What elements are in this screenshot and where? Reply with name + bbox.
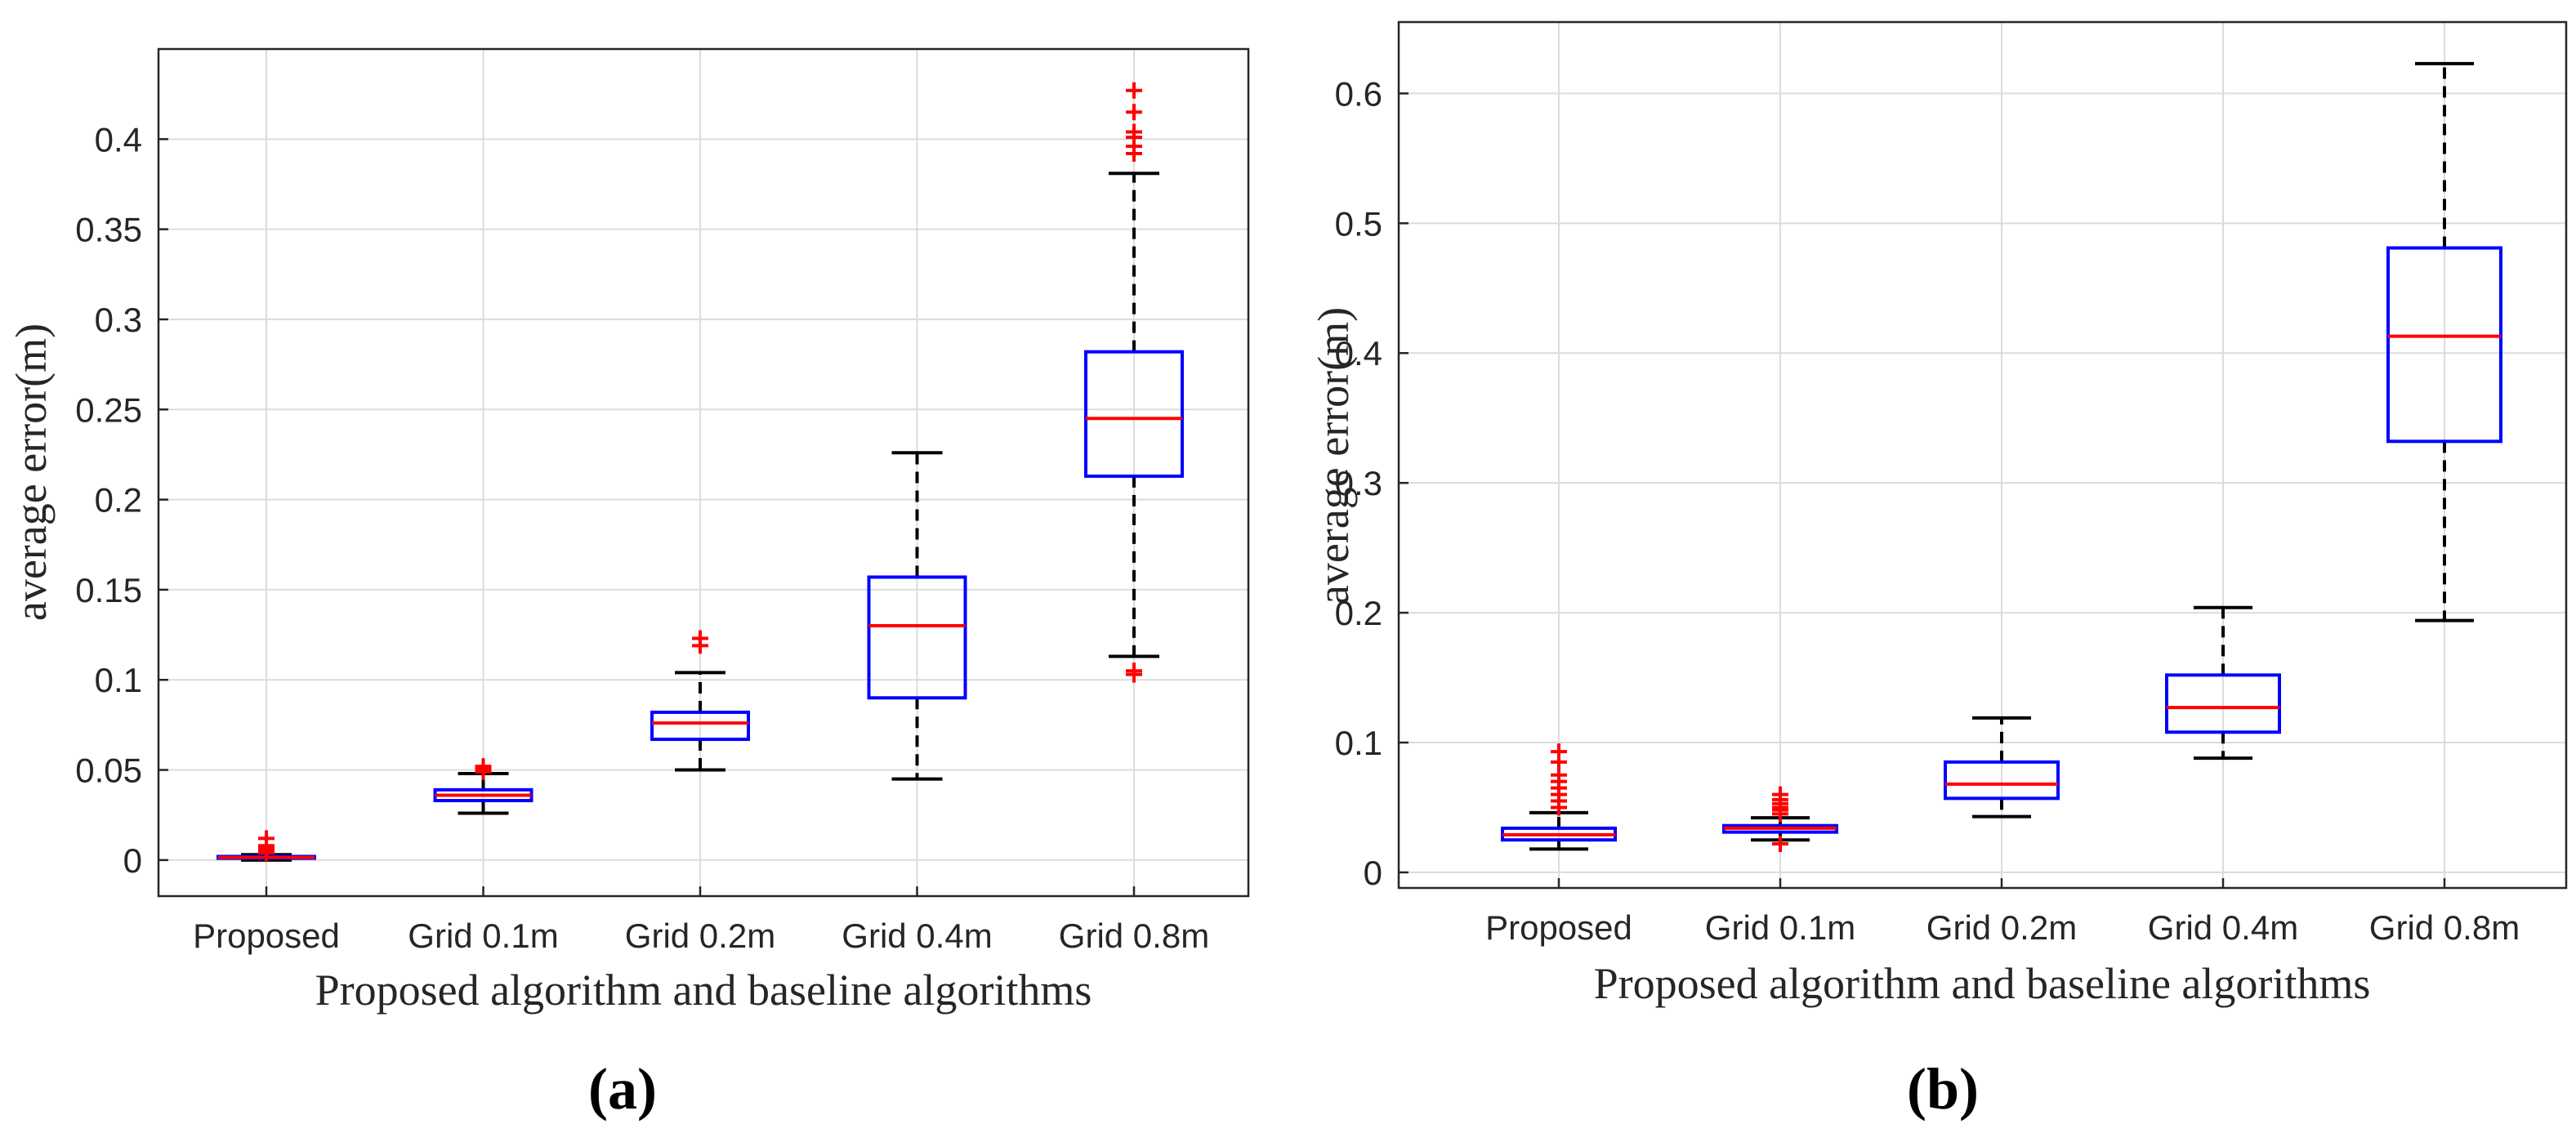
outlier-marker	[1551, 743, 1567, 761]
outlier-marker	[1126, 82, 1142, 99]
panel-a: 0 0.05 0.1 0.15 0.2 0.25 0.3 0.35 0.4 Proposed Gri…	[7, 47, 1250, 1122]
y-tick-label-a: 0.35	[75, 211, 142, 249]
y-tick-label-b: 0	[1364, 854, 1382, 892]
x-tick-label-b: Proposed	[1485, 908, 1632, 947]
x-tick-label-a: Grid 0.8m	[1059, 917, 1209, 955]
x-tick-label-a: Proposed	[193, 917, 340, 955]
iqr-box	[650, 710, 750, 742]
x-tick-label-a: Grid 0.4m	[842, 917, 992, 955]
y-tick-label-b: 0.6	[1335, 74, 1382, 113]
y-tick-label-b: 0.5	[1335, 204, 1382, 243]
y-tick-label-b: 0.1	[1335, 724, 1382, 762]
iqr-box	[1084, 350, 1184, 478]
outlier-marker	[1126, 104, 1142, 121]
y-tick-label-a: 0.15	[75, 571, 142, 609]
x-tick-label-a: Grid 0.2m	[625, 917, 775, 955]
boxplot-a-4	[867, 451, 967, 781]
boxplot-b-3	[1944, 716, 2060, 819]
iqr-box	[1944, 760, 2060, 801]
outlier-marker	[1126, 662, 1142, 680]
x-tick-label-a: Grid 0.1m	[408, 917, 558, 955]
panel-label-a: (a)	[588, 1056, 657, 1122]
iqr-box	[867, 575, 967, 700]
boxes-b	[1501, 61, 2502, 852]
boxes-a	[217, 82, 1184, 862]
plot-frame-b	[1397, 20, 2568, 890]
ticks-b: 0 0.1 0.2 0.3 0.4 0.5 0.6 Proposed Grid 0.1m Grid…	[1335, 74, 2520, 947]
y-tick-label-b: 0.4	[1335, 334, 1382, 372]
boxplot-a-5	[1084, 82, 1184, 683]
x-axis-label-b: Proposed algorithm and baseline algorith…	[1594, 959, 2371, 1008]
boxplot-b-2	[1722, 786, 1838, 852]
outlier-marker	[258, 830, 275, 847]
y-axis-label-a: average error(m)	[7, 323, 56, 621]
y-tick-label-a: 0.4	[95, 120, 142, 158]
boxplot-a-1	[217, 830, 316, 862]
outlier-marker	[1772, 786, 1788, 803]
y-tick-label-a: 0.25	[75, 390, 142, 429]
y-tick-label-b: 0.3	[1335, 464, 1382, 502]
x-tick-label-b: Grid 0.2m	[1926, 908, 2077, 947]
plot-frame-a	[157, 47, 1250, 898]
x-axis-label-a: Proposed algorithm and baseline algorith…	[315, 966, 1092, 1015]
outlier-marker	[1772, 835, 1788, 852]
panel-label-b: (b)	[1907, 1056, 1979, 1122]
outlier-marker	[692, 630, 708, 647]
y-tick-label-b: 0.2	[1335, 594, 1382, 632]
y-tick-label-a: 0.3	[95, 301, 142, 339]
boxplot-a-3	[650, 630, 750, 772]
x-tick-label-b: Grid 0.8m	[2369, 908, 2520, 947]
iqr-box	[2165, 673, 2281, 734]
x-tick-label-b: Grid 0.1m	[1705, 908, 1855, 947]
boxplot-b-1	[1501, 743, 1617, 851]
y-axis-label-b: average error(m)	[1309, 307, 1358, 604]
panel-b: 0 0.1 0.2 0.3 0.4 0.5 0.6 Proposed Grid 0.1m Grid…	[1309, 20, 2568, 1122]
boxplot-b-5	[2386, 61, 2502, 622]
ticks-a: 0 0.05 0.1 0.15 0.2 0.25 0.3 0.35 0.4 Proposed Gri…	[75, 120, 1209, 955]
y-tick-label-a: 0.1	[95, 661, 142, 699]
boxplot-a-2	[433, 758, 534, 815]
outlier-marker	[475, 758, 492, 775]
y-tick-label-a: 0.05	[75, 752, 142, 790]
y-tick-label-a: 0.2	[95, 481, 142, 520]
y-tick-label-a: 0	[123, 841, 142, 880]
outlier-marker	[1126, 123, 1142, 141]
iqr-box	[2386, 246, 2502, 444]
grid-b	[1399, 22, 2566, 888]
boxplot-b-4	[2165, 605, 2281, 761]
x-tick-label-b: Grid 0.4m	[2148, 908, 2298, 947]
